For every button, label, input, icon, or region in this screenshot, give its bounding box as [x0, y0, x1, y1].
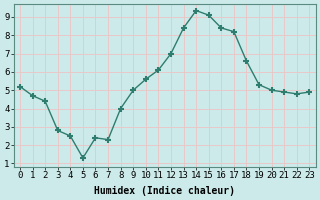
X-axis label: Humidex (Indice chaleur): Humidex (Indice chaleur) — [94, 186, 235, 196]
